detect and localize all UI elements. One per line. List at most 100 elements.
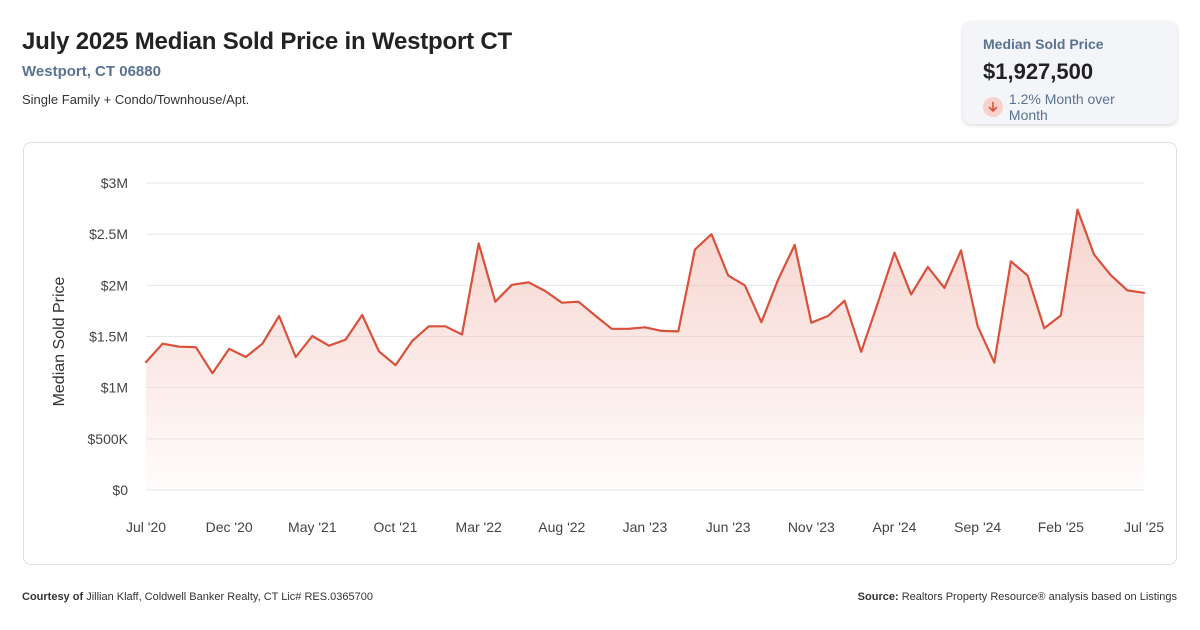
x-tick-label: Dec '20 — [206, 519, 253, 535]
data-point — [1126, 289, 1128, 291]
data-point — [594, 314, 596, 316]
y-axis-label: Median Sold Price — [51, 276, 68, 406]
courtesy-text: Jillian Klaff, Coldwell Banker Realty, C… — [86, 591, 373, 603]
data-point — [777, 279, 779, 281]
courtesy-footer: Courtesy of Jillian Klaff, Coldwell Bank… — [22, 591, 373, 603]
data-point — [611, 328, 613, 330]
x-tick-label: Oct '21 — [374, 519, 418, 535]
data-point — [744, 284, 746, 286]
courtesy-label: Courtesy of — [22, 591, 84, 603]
source-label: Source: — [857, 591, 899, 603]
x-tick-label: Sep '24 — [954, 519, 1001, 535]
data-point — [977, 325, 979, 327]
property-type-filter: Single Family + Condo/Townhouse/Apt. — [22, 92, 250, 107]
data-point — [378, 350, 380, 352]
data-point — [760, 321, 762, 323]
data-point — [478, 242, 480, 244]
data-point — [228, 348, 230, 350]
x-tick-label: Nov '23 — [788, 519, 835, 535]
y-tick-label: $2.5M — [89, 226, 128, 242]
arrow-down-icon — [983, 97, 1003, 117]
data-point — [993, 362, 995, 364]
location-subtitle: Westport, CT 06880 — [22, 63, 161, 80]
data-point — [345, 339, 347, 341]
data-point — [577, 301, 579, 303]
data-point — [893, 252, 895, 254]
data-point — [927, 266, 929, 268]
data-point — [1143, 292, 1145, 294]
y-tick-label: $1.5M — [89, 329, 128, 345]
chart-container: $0 $500K $1M $1.5M $2M $2.5M $3M Jul '20 Dec '20… — [23, 142, 1177, 565]
data-point — [245, 356, 247, 358]
series-line — [144, 208, 1146, 375]
x-tick-label: Jul '20 — [126, 519, 166, 535]
data-point — [1010, 260, 1012, 262]
data-point — [195, 346, 197, 348]
data-point — [910, 293, 912, 295]
y-tick-label: $2M — [101, 277, 128, 293]
data-point — [295, 356, 297, 358]
data-point — [727, 275, 729, 277]
data-point — [411, 340, 413, 342]
series-area — [146, 209, 1144, 490]
data-point — [661, 330, 663, 332]
data-point — [860, 351, 862, 353]
data-point — [444, 325, 446, 327]
data-point — [877, 302, 879, 304]
data-point — [211, 372, 213, 374]
data-point — [1060, 314, 1062, 316]
data-point — [627, 328, 629, 330]
x-tick-label: Jun '23 — [706, 519, 751, 535]
data-point — [494, 301, 496, 303]
x-tick-label: Jul '25 — [1124, 519, 1164, 535]
data-point — [960, 249, 962, 251]
data-point — [1093, 254, 1095, 256]
data-point — [178, 346, 180, 348]
chart-title: July 2025 Median Sold Price in Westport … — [22, 28, 512, 55]
data-point — [278, 315, 280, 317]
data-point — [1076, 209, 1078, 211]
kpi-change-text: 1.2% Month over Month — [1008, 91, 1115, 123]
source-text: Realtors Property Resource® analysis bas… — [901, 591, 1177, 603]
data-point — [943, 287, 945, 289]
source-footer: Source: Realtors Property Resource® anal… — [858, 591, 1177, 603]
kpi-value: $1,927,500 — [983, 59, 1094, 84]
data-point — [311, 335, 313, 337]
data-point — [394, 364, 396, 366]
data-point — [261, 343, 263, 345]
data-point — [810, 322, 812, 324]
data-point — [1110, 274, 1112, 276]
y-tick-label: $1M — [101, 380, 128, 396]
data-point — [1043, 327, 1045, 329]
data-point — [461, 333, 463, 335]
data-point — [544, 290, 546, 292]
y-tick-label: $0 — [112, 482, 128, 498]
x-tick-label: May '21 — [288, 519, 337, 535]
median-price-card: Median Sold Price $1,927,500 1.2% Month … — [963, 22, 1177, 124]
data-point — [528, 281, 530, 283]
x-tick-label: Feb '25 — [1038, 519, 1084, 535]
data-point — [328, 345, 330, 347]
data-point — [794, 244, 796, 246]
data-point — [561, 302, 563, 304]
data-point — [710, 233, 712, 235]
kpi-change: 1.2% Month over Month — [983, 91, 1157, 123]
x-tick-label: Mar '22 — [456, 519, 502, 535]
y-tick-label: $3M — [101, 175, 128, 191]
data-point — [162, 343, 164, 345]
data-point — [428, 325, 430, 327]
data-point — [511, 284, 513, 286]
data-point — [677, 330, 679, 332]
data-point — [361, 314, 363, 316]
data-point — [1027, 275, 1029, 277]
kpi-label: Median Sold Price — [983, 36, 1104, 52]
data-point — [844, 300, 846, 302]
median-price-chart: $0 $500K $1M $1.5M $2M $2.5M $3M Jul '20 Dec '20… — [51, 175, 1164, 535]
data-point — [694, 248, 696, 250]
data-point — [145, 361, 147, 363]
data-point — [827, 315, 829, 317]
data-point — [644, 326, 646, 328]
y-tick-label: $500K — [88, 431, 129, 447]
x-tick-label: Jan '23 — [623, 519, 668, 535]
x-tick-label: Apr '24 — [873, 519, 917, 535]
